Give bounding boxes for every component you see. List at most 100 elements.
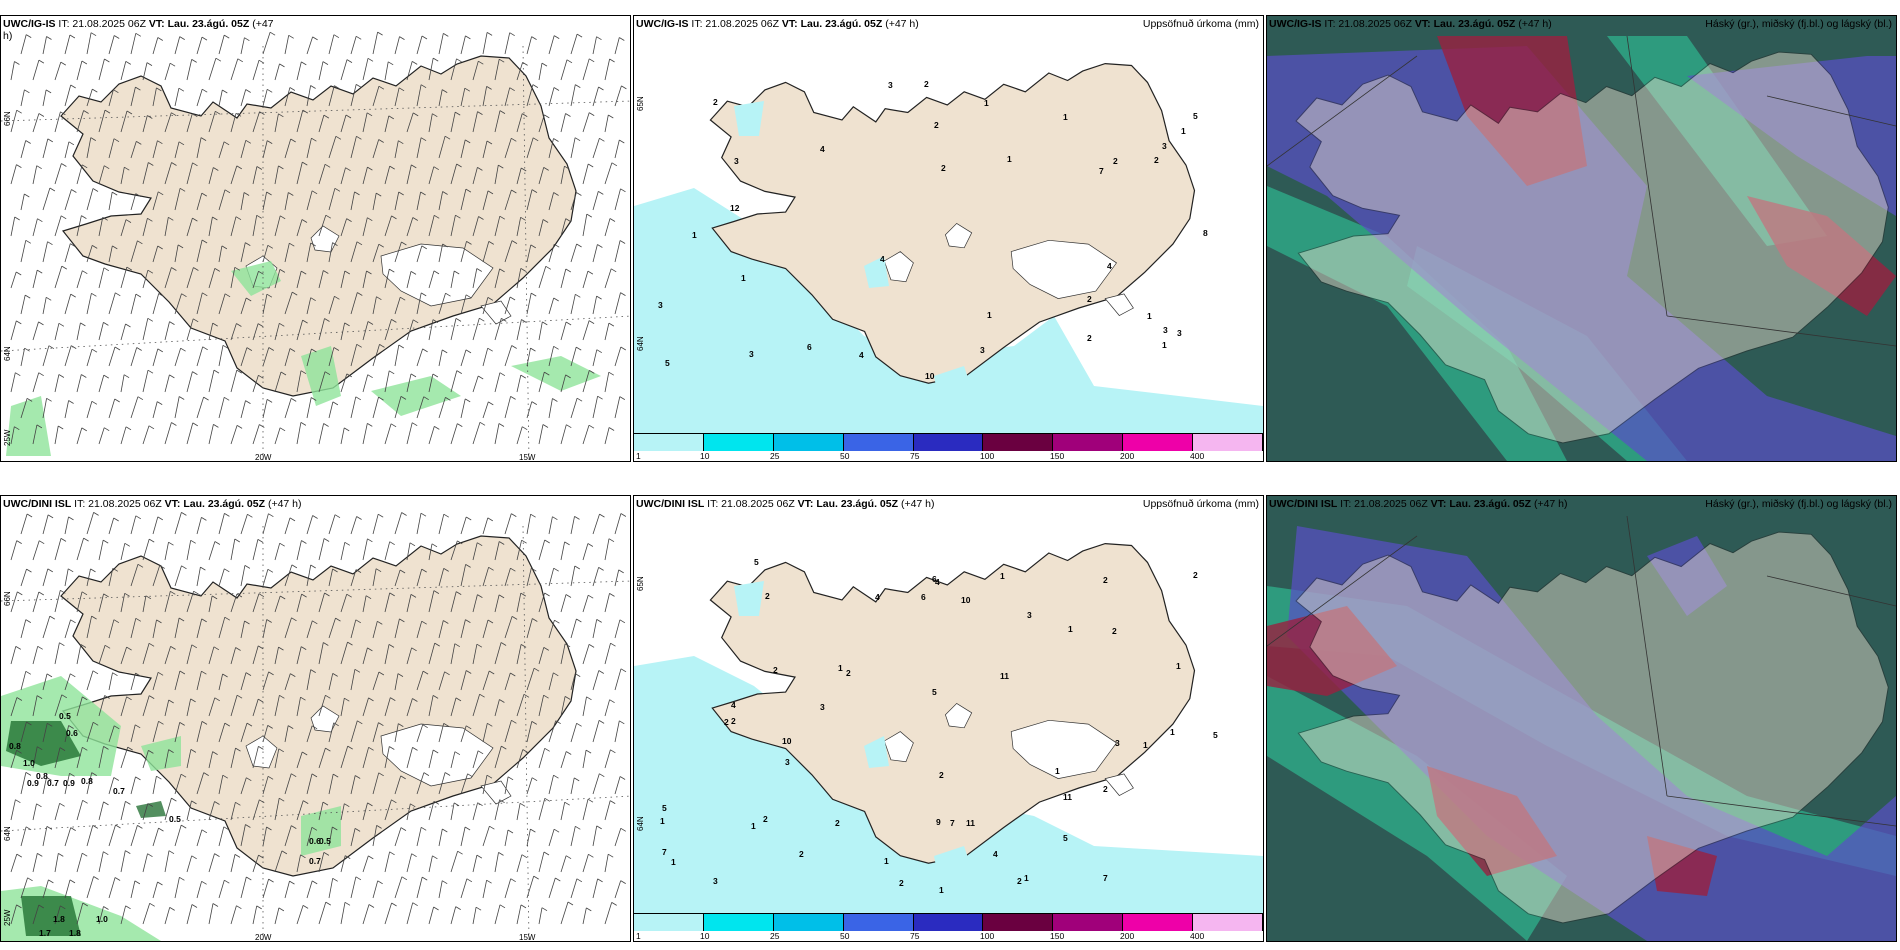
glacier [380,243,494,307]
wind-barb [416,568,423,587]
wind-barb-flag [158,293,164,297]
wind-barb-flag [82,270,88,275]
wind-barb [64,84,72,107]
valid-time-label: VT: [164,498,181,510]
lat-label: 64N [636,336,645,351]
wind-barb [570,84,576,107]
wind-barb-flag [234,854,241,858]
panel-field-title: Uppsöfnuð úrkoma (mm) [1142,18,1259,30]
wind-barb [262,140,268,159]
wind-barb-flag [598,86,604,91]
wind-barb [186,267,194,289]
colorbar-swatch [843,914,914,931]
wind-barb-flag [620,346,627,351]
glacier [1010,719,1117,779]
wind-barb [208,595,213,613]
wind-barb [570,723,577,743]
wind-barb [218,345,224,367]
wind-barb-flag [81,164,88,169]
wind-barb-flag [278,907,285,912]
wind-barb-flag [90,32,97,37]
wind-barb [548,87,555,107]
wind-barb [604,218,611,237]
wind-barb-flag [323,642,329,646]
wind-barb [350,720,358,743]
wind-barb-flag [412,112,419,117]
wind-barb-flag [236,593,243,598]
wind-barb [592,878,598,899]
wind-barb-flag [530,828,536,833]
wind-barb [284,773,292,795]
wind-barb [450,591,457,613]
point-value: 1.8 [69,928,81,938]
wind-barb [428,906,434,925]
wind-barb-flag [552,398,558,402]
wind-barb-flag [103,801,109,806]
wind-barb [450,163,457,185]
wind-barb [582,214,588,237]
wind-barb-flag [16,904,22,909]
wind-barb-flag [224,616,231,621]
wind-barb [592,396,598,419]
wind-barb [548,192,554,211]
wind-barb-flag [137,563,144,568]
wind-barb-flag [456,370,463,374]
wind-barb-flag [542,424,549,428]
wind-barb-flag [102,216,108,221]
wind-barb-flag [115,824,121,829]
wind-barb-flag [148,642,155,647]
wind-barb-flag [171,422,177,426]
wind-barb [428,113,433,133]
wind-barb-flag [552,516,558,521]
point-value: 5 [665,358,670,368]
wind-barb [186,371,193,393]
wind-barb-flag [24,193,30,198]
wind-barb [306,773,313,795]
wind-barb [230,323,237,341]
wind-barb [284,192,289,211]
wind-barb [614,396,621,419]
wind-barb [196,671,202,691]
wind-barb [450,58,457,81]
wind-barb [64,879,71,899]
wind-barb [164,267,172,289]
wind-barb-flag [389,592,395,597]
wind-barb-flag [61,694,68,699]
wind-barb-flag [498,164,504,169]
wind-barb [152,140,158,159]
wind-barb [164,797,172,821]
wind-barb [240,514,248,535]
wind-barb [296,751,303,769]
wind-barb-flag [564,165,570,170]
wind-barb [394,191,400,211]
wind-barb-flag [333,347,340,351]
wind-barb [152,881,158,899]
wind-barb-flag [498,852,504,856]
point-value: 9 [936,817,941,827]
wind-barb-flag [126,646,132,651]
wind-barb [494,541,500,561]
wind-barb-flag [223,826,230,831]
wind-barb [108,568,114,587]
wind-barb [494,642,502,665]
wind-barb-flag [278,748,285,753]
wind-barb [108,517,115,535]
wind-barb [416,396,425,419]
wind-barb-flag [377,880,383,885]
wind-barb-flag [302,109,309,114]
wind-barb-flag [324,592,330,597]
wind-barb [614,188,621,211]
wind-barb-flag [81,215,87,219]
wind-barb [438,828,443,847]
iceland-landmass [60,535,577,877]
wind-barb-flag [391,215,397,220]
wind-barb [494,745,502,769]
wind-barb [582,425,590,445]
wind-barb-flag [432,373,439,378]
precip-map-panel-dini: 65N 64N 2 2 3 3 2 2 1 4 1 1 1 2 2 11 7 1 10 1 4 4 2 2 1 11 11 1 3 5 5 5… [633,495,1264,942]
wind-barb [526,293,532,315]
wind-barb [230,216,237,237]
wind-barb-flag [365,595,372,600]
map-canvas [1267,496,1896,941]
wind-barb-flag [323,114,330,119]
